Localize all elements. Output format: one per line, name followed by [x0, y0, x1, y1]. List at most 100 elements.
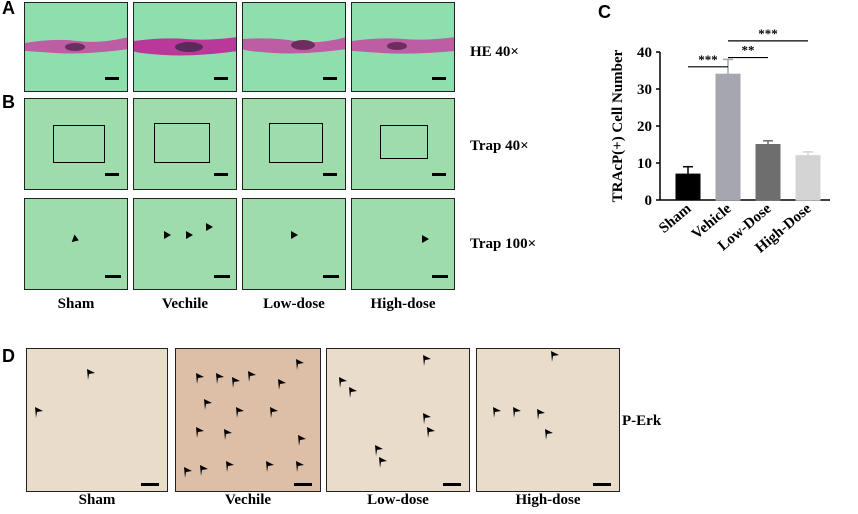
scale-bar [214, 275, 230, 278]
arrowhead-icon [232, 377, 240, 388]
arrowhead-icon [296, 461, 304, 472]
trap40-image-low-dose [242, 98, 346, 190]
trap100-image-high-dose [351, 198, 455, 290]
trap100-image-sham [24, 198, 128, 290]
scale-bar [443, 483, 461, 486]
group-label-high-dose-d: High-dose [515, 492, 581, 508]
arrowhead-icon [248, 371, 256, 382]
he-image-low-dose [242, 2, 346, 92]
arrowhead-icon [427, 427, 435, 438]
roi-box [269, 123, 323, 163]
panel-letter-d: D [2, 346, 15, 366]
arrowhead-icon [266, 461, 274, 472]
bar [795, 155, 821, 201]
arrowhead-icon [200, 465, 208, 476]
perk-image-sham [26, 348, 168, 492]
panel-letter-a: A [2, 0, 15, 18]
scale-bar [105, 275, 121, 278]
group-label-high-dose: High-dose [370, 296, 436, 312]
bar [755, 144, 781, 201]
group-label-vechile: Vechile [161, 296, 209, 312]
roi-box [53, 125, 105, 163]
scale-bar [323, 173, 337, 176]
trap40-image-high-dose [351, 98, 455, 190]
arrowhead-icon [87, 369, 95, 380]
he-image-high-dose [351, 2, 455, 92]
trap40-image-vechile [133, 98, 237, 190]
perk-image-vechile [175, 348, 321, 492]
y-tick-label: 30 [637, 82, 652, 98]
significance-label: ** [742, 43, 755, 58]
arrowhead-layer [35, 369, 95, 418]
row-label-trap40: Trap 40× [470, 138, 529, 154]
perk-image-high-dose [476, 348, 620, 492]
arrowhead-icon [296, 359, 304, 370]
roi-box [154, 123, 210, 163]
arrowhead-icon [423, 355, 431, 366]
scale-bar [432, 77, 446, 80]
y-axis-label: TRAcP(+) Cell Number [610, 49, 626, 202]
he-image-sham [24, 2, 128, 92]
y-tick-label: 20 [637, 119, 652, 135]
group-label-sham: Sham [57, 296, 95, 312]
arrowhead-icon [270, 407, 278, 418]
row-label-he: HE 40× [470, 44, 519, 60]
arrowhead-icon [551, 351, 559, 362]
group-label-vechile-d: Vechile [224, 492, 272, 508]
he-image-vechile [133, 2, 237, 92]
scale-bar [214, 173, 228, 176]
arrowhead-icon [278, 379, 286, 390]
arrowhead-icon [537, 409, 545, 420]
bar [675, 173, 701, 201]
scale-bar [323, 77, 337, 80]
arrowhead-icon [196, 373, 204, 384]
y-tick-label: 0 [645, 193, 653, 209]
arrowhead-icon [298, 435, 306, 446]
arrowhead-icon [204, 399, 212, 410]
y-tick-label: 40 [637, 45, 652, 61]
scale-bar [432, 173, 446, 176]
row-label-perk: P-Erk [622, 413, 662, 429]
arrowhead-icon [349, 387, 357, 398]
group-label-low-dose: Low-dose [263, 296, 325, 312]
significance-label: *** [758, 26, 778, 41]
arrowhead-icon [375, 445, 383, 456]
arrowhead-icon [226, 461, 234, 472]
arrowhead-icon [493, 407, 501, 418]
arrowhead-icon [379, 457, 387, 468]
trap40-image-sham [24, 98, 128, 190]
group-label-low-dose-d: Low-dose [367, 492, 429, 508]
scale-bar [593, 483, 611, 486]
scale-bar [141, 483, 159, 486]
scale-bar [214, 77, 228, 80]
scale-bar [105, 173, 119, 176]
row-label-trap100: Trap 100× [470, 236, 537, 252]
scale-bar [105, 77, 119, 80]
significance-label: *** [698, 52, 718, 67]
arrowhead-icon [339, 377, 347, 388]
arrowhead-icon [35, 407, 43, 418]
arrowhead-icon [184, 467, 192, 478]
scale-bar [323, 275, 339, 278]
bar [715, 73, 741, 201]
roi-box [380, 125, 428, 159]
y-tick-label: 10 [637, 156, 652, 172]
scale-bar [294, 483, 312, 486]
arrowhead-icon [236, 407, 244, 418]
scale-bar [432, 275, 448, 278]
panel-letter-c: C [598, 2, 611, 22]
trap100-image-vechile [133, 198, 237, 290]
arrowhead-icon [216, 373, 224, 384]
group-label-sham-d: Sham [78, 492, 116, 508]
arrowhead-icon [224, 429, 232, 440]
trap100-image-low-dose [242, 198, 346, 290]
arrowhead-icon [423, 413, 431, 424]
arrowhead-icon [196, 427, 204, 438]
panel-letter-b: B [2, 92, 15, 112]
arrowhead-layer [339, 355, 435, 468]
arrowhead-layer [493, 351, 559, 440]
arrowhead-layer [184, 359, 306, 478]
perk-image-low-dose [326, 348, 470, 492]
arrowhead-icon [513, 407, 521, 418]
